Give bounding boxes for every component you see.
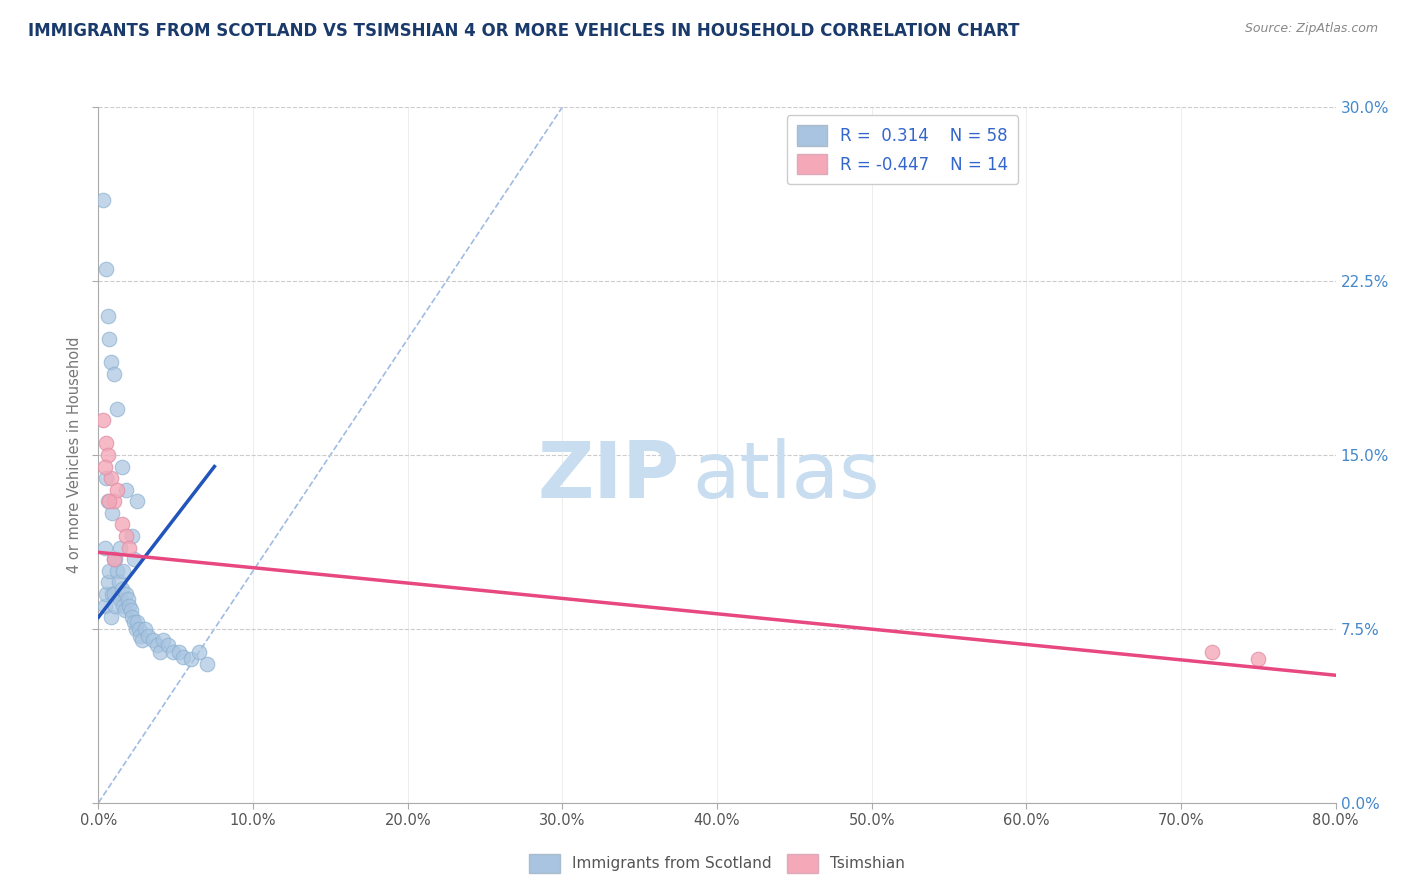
Point: [105, 401, 128, 416]
Point: [105, 564, 128, 578]
Point: [136, 629, 159, 643]
Point: [91, 413, 114, 427]
Point: [128, 622, 150, 636]
Y-axis label: 4 or more Vehicles in Household: 4 or more Vehicles in Household: [66, 336, 82, 574]
Point: [180, 652, 202, 666]
Text: ZIP: ZIP: [537, 438, 681, 514]
Point: [103, 587, 125, 601]
Point: [195, 657, 218, 671]
Point: [117, 591, 139, 606]
Point: [111, 582, 134, 597]
Point: [100, 610, 122, 624]
Point: [96, 436, 118, 450]
Point: [122, 552, 145, 566]
Point: [97, 448, 120, 462]
Point: [142, 633, 165, 648]
Point: [97, 494, 120, 508]
Point: [98, 494, 121, 508]
Point: [115, 529, 138, 543]
Point: [131, 633, 153, 648]
Text: IMMIGRANTS FROM SCOTLAND VS TSIMSHIAN 4 OR MORE VEHICLES IN HOUSEHOLD CORRELATIO: IMMIGRANTS FROM SCOTLAND VS TSIMSHIAN 4 …: [28, 22, 1019, 40]
Point: [149, 645, 172, 659]
Point: [108, 541, 131, 555]
Point: [96, 587, 118, 601]
Point: [96, 262, 118, 277]
Point: [103, 552, 125, 566]
Point: [98, 332, 121, 346]
Point: [124, 622, 146, 636]
Point: [112, 599, 135, 613]
Point: [121, 529, 143, 543]
Point: [93, 541, 115, 555]
Point: [100, 355, 122, 369]
Point: [162, 645, 184, 659]
Point: [122, 615, 145, 629]
Text: atlas: atlas: [692, 438, 880, 514]
Point: [157, 638, 180, 652]
Point: [107, 575, 129, 590]
Point: [104, 599, 127, 613]
Point: [120, 603, 142, 617]
Point: [108, 591, 131, 606]
Legend: Immigrants from Scotland, Tsimshian: Immigrants from Scotland, Tsimshian: [523, 847, 911, 879]
Point: [98, 564, 121, 578]
Point: [96, 471, 118, 485]
Point: [101, 587, 124, 601]
Point: [127, 494, 149, 508]
Point: [121, 610, 143, 624]
Point: [93, 459, 115, 474]
Point: [97, 309, 120, 323]
Point: [104, 552, 127, 566]
Point: [97, 575, 120, 590]
Point: [129, 629, 152, 643]
Point: [103, 367, 125, 381]
Point: [101, 506, 124, 520]
Point: [100, 471, 122, 485]
Point: [188, 645, 211, 659]
Point: [115, 587, 138, 601]
Point: [114, 603, 136, 617]
Point: [111, 459, 134, 474]
Point: [167, 645, 190, 659]
Point: [118, 599, 141, 613]
Text: Source: ZipAtlas.com: Source: ZipAtlas.com: [1244, 22, 1378, 36]
Point: [103, 494, 125, 508]
Point: [115, 483, 138, 497]
Point: [1201, 645, 1223, 659]
Point: [127, 615, 149, 629]
Point: [91, 193, 114, 207]
Point: [103, 552, 125, 566]
Point: [1247, 652, 1270, 666]
Point: [146, 638, 169, 652]
Point: [152, 633, 174, 648]
Point: [173, 649, 195, 664]
Point: [93, 599, 115, 613]
Point: [105, 483, 128, 497]
Point: [134, 622, 156, 636]
Point: [111, 517, 134, 532]
Point: [118, 541, 141, 555]
Point: [112, 564, 135, 578]
